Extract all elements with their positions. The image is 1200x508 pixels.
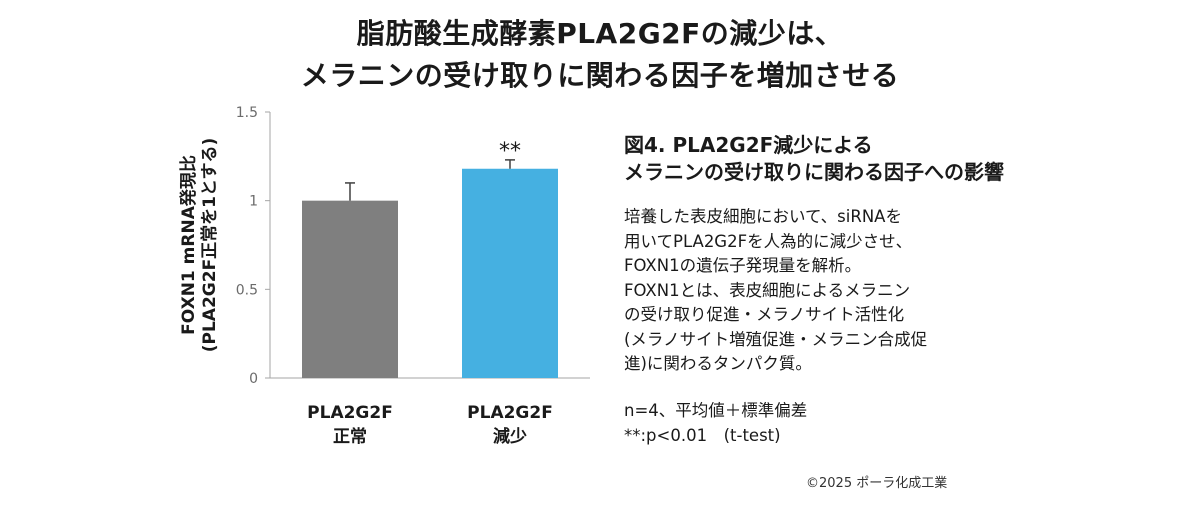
- figure-caption-line1: 図4. PLA2G2F減少による: [624, 133, 873, 157]
- y-axis-label-line2: (PLA2G2F正常を1とする): [199, 138, 220, 353]
- y-axis-label: FOXN1 mRNA発現比 (PLA2G2F正常を1とする): [178, 138, 220, 353]
- description-line: 用いてPLA2G2Fを人為的に減少させ、: [624, 231, 913, 251]
- figure-caption: 図4. PLA2G2F減少による メラニンの受け取りに関わる因子への影響: [624, 132, 1004, 186]
- description-line: (メラノサイト増殖促進・メラニン合成促: [624, 329, 928, 349]
- description-line: FOXN1の遺伝子発現量を解析。: [624, 256, 862, 275]
- stats-sample-size: n=4、平均値＋標準偏差: [624, 401, 808, 420]
- description-line: FOXN1とは、表皮細胞によるメラニン: [624, 280, 911, 300]
- bars: **: [302, 139, 558, 378]
- description-line: 培養した表皮細胞において、siRNAを: [624, 207, 902, 226]
- category-label: 正常: [333, 426, 367, 447]
- y-tick-label: 1.5: [236, 105, 258, 121]
- y-tick-label: 0: [249, 371, 258, 387]
- y-tick-label: 1: [249, 194, 258, 210]
- figure-caption-line2: メラニンの受け取りに関わる因子への影響: [624, 160, 1004, 184]
- y-axis-label-line1: FOXN1 mRNA発現比: [178, 155, 199, 335]
- significance-marker: **: [499, 139, 521, 164]
- y-tick-label: 0.5: [236, 282, 258, 298]
- category-label: 減少: [493, 426, 527, 447]
- category-label: PLA2G2F: [307, 403, 393, 423]
- category-label: PLA2G2F: [467, 403, 553, 423]
- figure-description: 培養した表皮細胞において、siRNAを 用いてPLA2G2Fを人為的に減少させ、…: [624, 205, 984, 377]
- bar-chart: FOXN1 mRNA発現比 (PLA2G2F正常を1とする) 00.511.5 …: [178, 105, 590, 447]
- stats-significance: **:p<0.01 (t-test): [624, 425, 781, 445]
- main-title-line1: 脂肪酸生成酵素PLA2G2Fの減少は、: [356, 17, 844, 50]
- figure-statistics: n=4、平均値＋標準偏差 **:p<0.01 (t-test): [624, 399, 807, 448]
- description-line: 進)に関わるタンパク質。: [624, 354, 812, 373]
- copyright: ©2025 ポーラ化成工業: [806, 476, 948, 491]
- bar: [302, 200, 398, 378]
- bar: [462, 168, 558, 378]
- category-labels: PLA2G2F 正常 PLA2G2F 減少: [307, 403, 553, 447]
- main-title-line2: メラニンの受け取りに関わる因子を増加させる: [300, 59, 900, 92]
- description-line: の受け取り促進・メラノサイト活性化: [624, 305, 905, 324]
